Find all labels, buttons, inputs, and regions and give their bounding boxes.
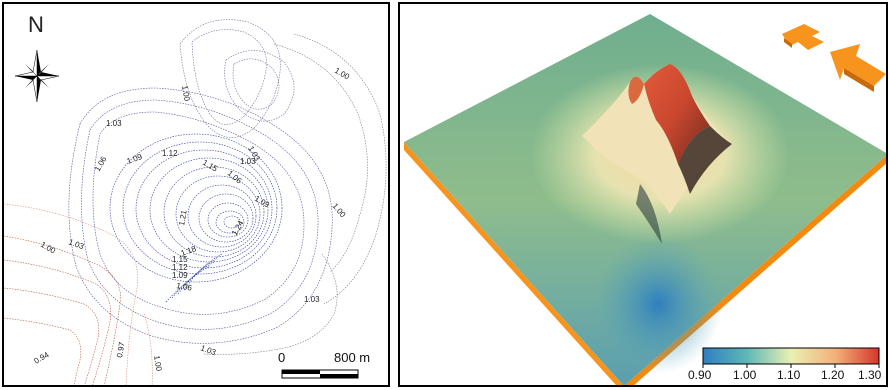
- contour-label: 1.06: [226, 169, 244, 186]
- colorbar: [702, 347, 880, 365]
- view-direction-arrow-icon: [830, 44, 886, 92]
- colorbar-tick-label: 1.00: [733, 368, 757, 382]
- contour-label: 1.00: [333, 66, 351, 82]
- contour-label: 1.00: [152, 355, 164, 372]
- compass-rose-icon: [14, 49, 60, 103]
- contour-label: 1.09: [172, 271, 188, 280]
- north-label: N: [28, 12, 44, 37]
- contour-lines: [4, 19, 387, 385]
- contour-label: 1.03: [106, 119, 122, 128]
- contour-label: 1.09: [253, 194, 271, 210]
- contour-label: 1.21: [177, 209, 189, 226]
- colorbar-tick-label: 1.30: [858, 368, 882, 382]
- scale-bar: [281, 369, 359, 379]
- colorbar-tick-label: 0.90: [688, 368, 712, 382]
- contour-label: 1.15: [172, 255, 188, 264]
- contour-map-panel: N: [2, 2, 390, 387]
- contour-label: 0.97: [115, 341, 127, 358]
- colorbar-tick-label: 1.20: [821, 368, 845, 382]
- contour-label: 1.03: [240, 157, 256, 166]
- colorbar-tick-label: 1.10: [777, 368, 801, 382]
- contour-label: 1.00: [180, 85, 192, 102]
- contour-label: 1.15: [201, 158, 219, 174]
- contour-label: 1.06: [176, 281, 193, 293]
- contour-label: 1.24: [230, 219, 246, 237]
- scale-end-label: 800 m: [334, 350, 371, 365]
- contour-label: 1.12: [162, 149, 178, 158]
- contour-label: 1.03: [67, 237, 85, 251]
- contour-map: 1.00 1.00 1.03 1.06 1.09 1.12 1.15 1.06 …: [4, 19, 387, 385]
- terrain-surface: [404, 14, 886, 385]
- scale-start-label: 0: [278, 350, 286, 365]
- contour-label: 1.03: [199, 343, 217, 357]
- contour-label: 1.00: [39, 240, 57, 256]
- contour-label: 1.12: [172, 263, 188, 272]
- contour-label: 0.94: [33, 350, 51, 366]
- direction-arrow-icon: [782, 24, 824, 50]
- contour-label: 1.00: [330, 202, 347, 220]
- contour-label: 1.09: [126, 152, 144, 166]
- terrain-3d-panel: 0.90 1.00 1.10 1.20 1.30: [398, 2, 888, 387]
- contour-label: 1.03: [304, 295, 320, 304]
- contour-label: 1.06: [93, 155, 109, 173]
